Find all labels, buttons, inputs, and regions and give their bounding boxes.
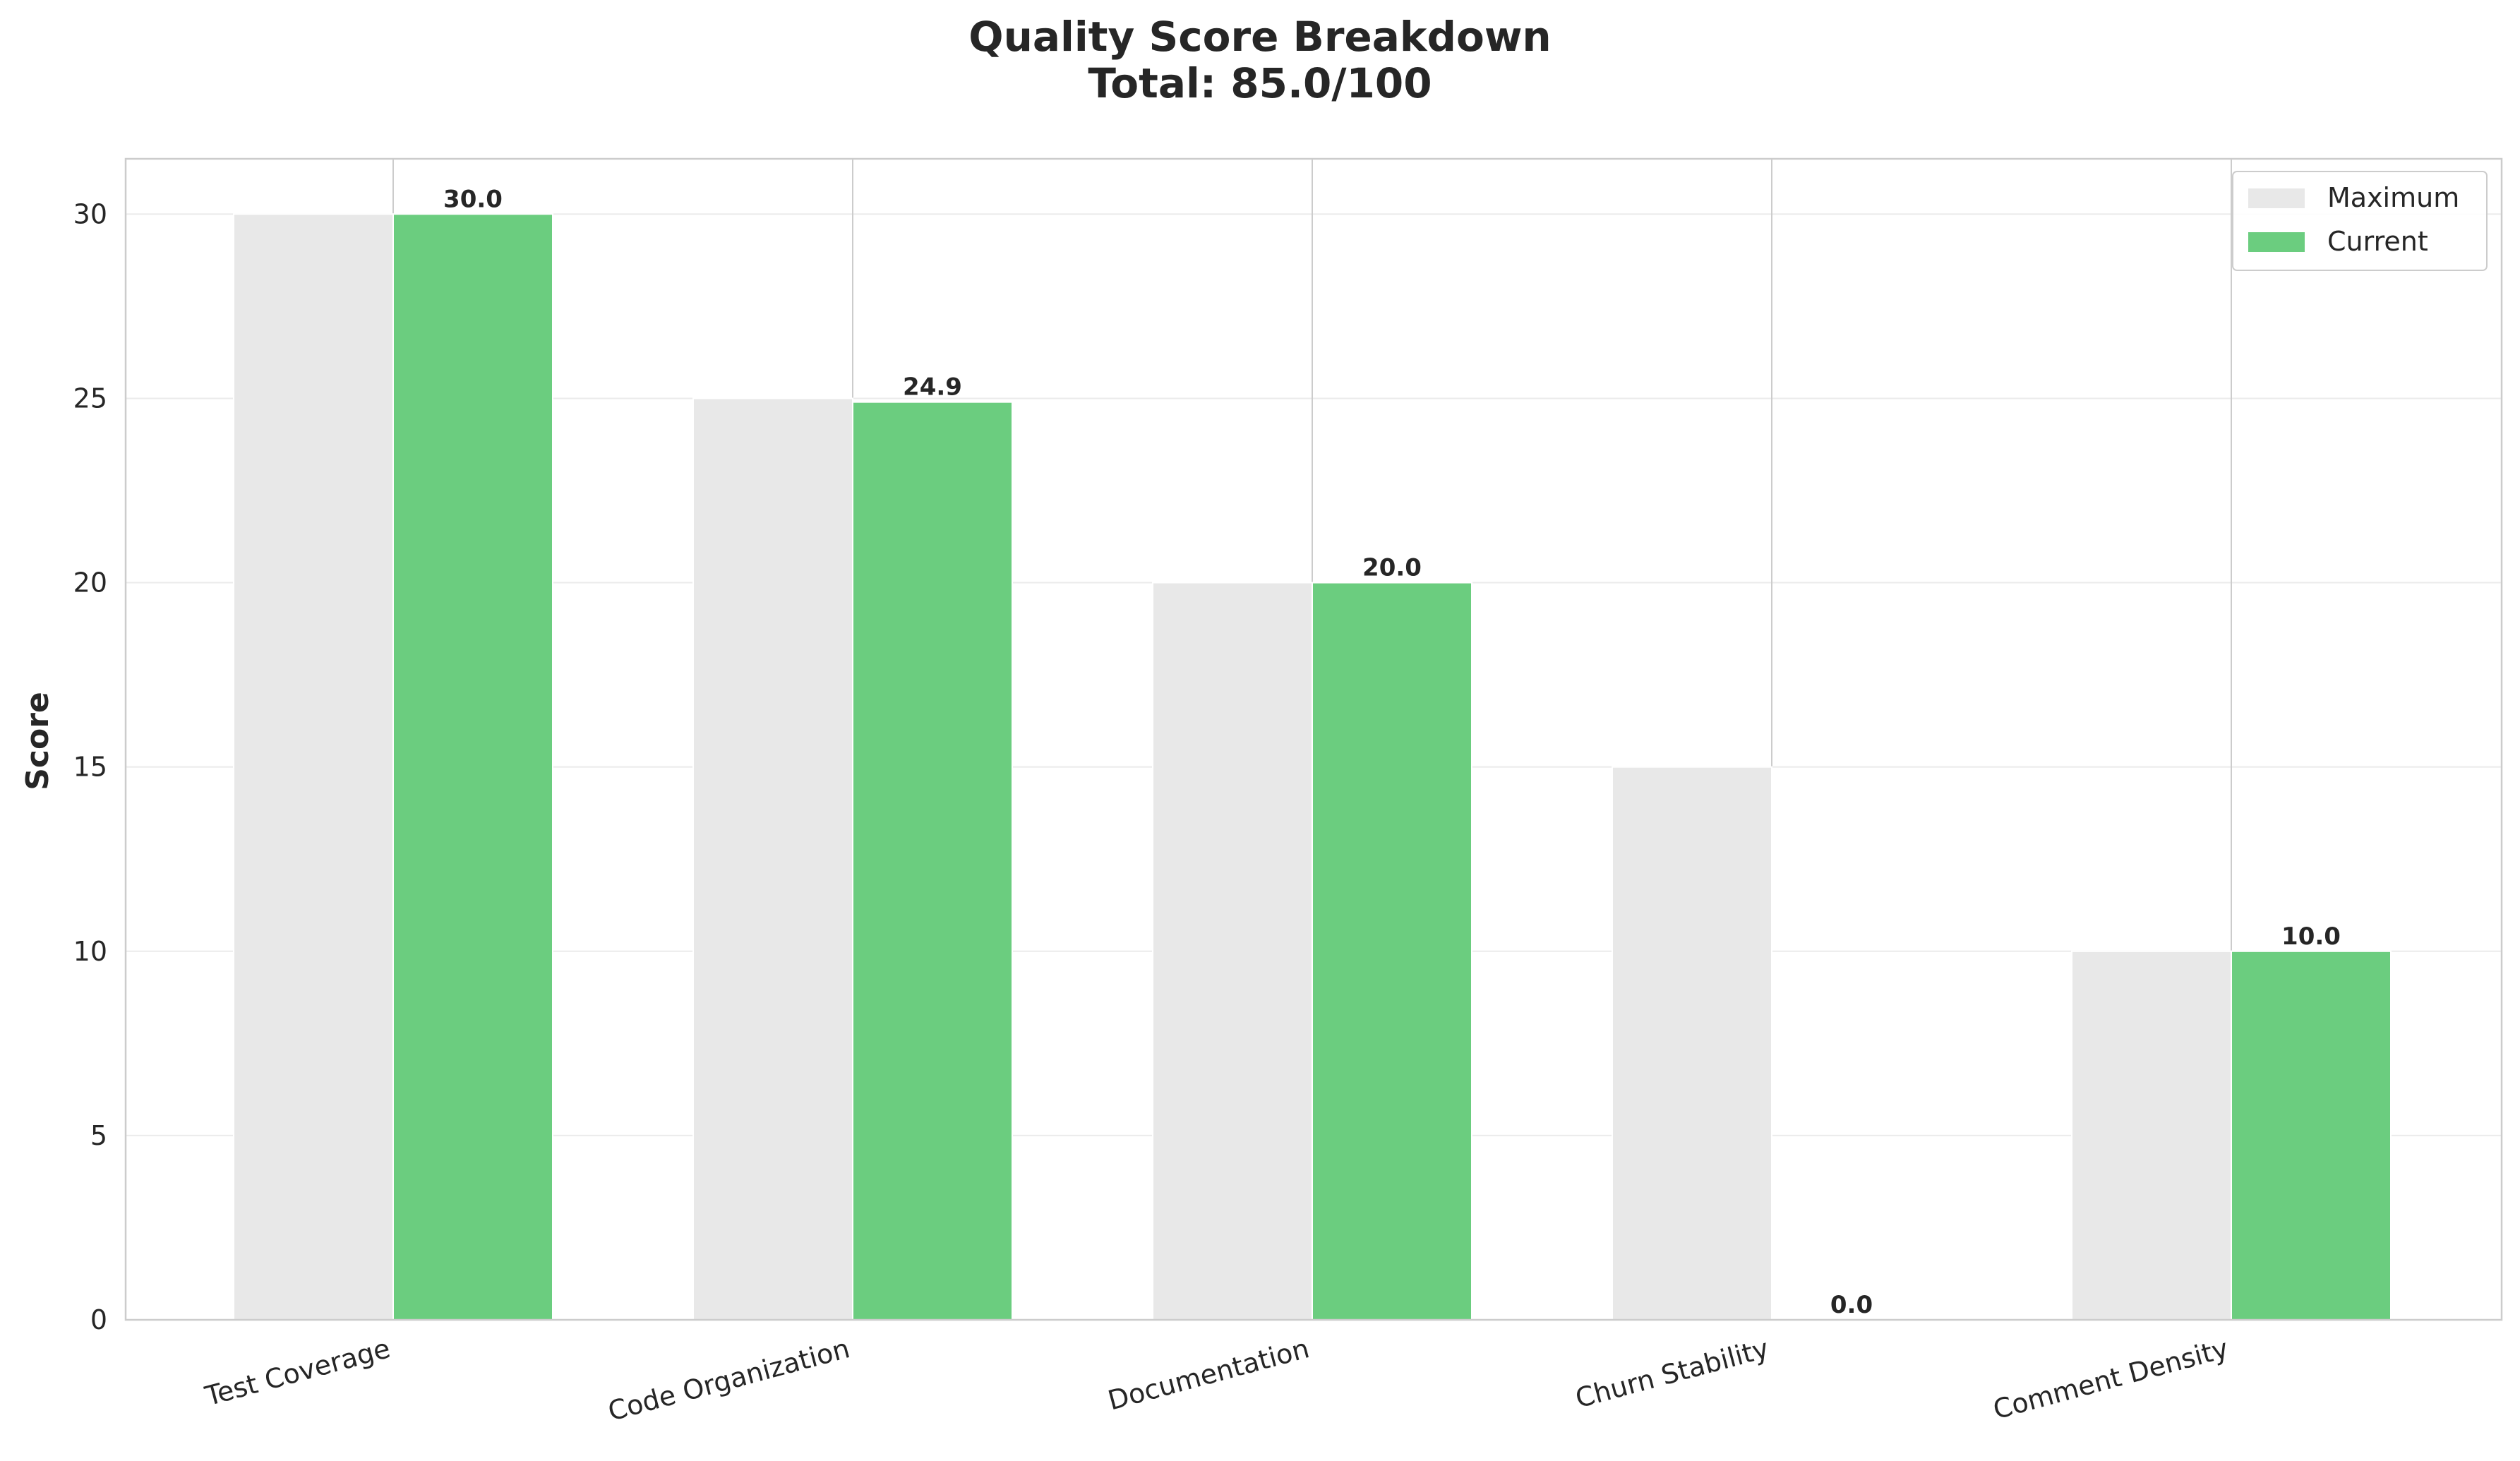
bar-current-1 bbox=[392, 213, 553, 1321]
bars bbox=[233, 213, 2392, 1321]
x-tick-label: Churn Stability bbox=[1572, 1333, 1772, 1414]
y-tick-label: 10 bbox=[73, 936, 107, 967]
y-tick-label: 5 bbox=[90, 1120, 107, 1151]
chart-subtitle: Total: 85.0/100 bbox=[1088, 59, 1432, 107]
bar-maximum-3 bbox=[1152, 582, 1313, 1321]
bar-maximum-2 bbox=[692, 397, 853, 1321]
bar-maximum-5 bbox=[2071, 950, 2232, 1321]
bar-current-3 bbox=[1312, 582, 1472, 1321]
y-axis-title: Score bbox=[20, 692, 56, 790]
legend: Maximum Current bbox=[2232, 171, 2488, 271]
bar-maximum-1 bbox=[233, 213, 394, 1321]
data-label: 20.0 bbox=[1362, 554, 1422, 582]
x-tick-label: Comment Density bbox=[1990, 1333, 2231, 1425]
data-labels: 30.0 24.9 20.0 0.0 10.0 bbox=[443, 185, 2341, 1319]
y-tick-label: 0 bbox=[90, 1304, 107, 1335]
x-tick-label: Code Organization bbox=[605, 1333, 853, 1427]
y-tick-label: 25 bbox=[73, 383, 107, 414]
legend-swatch-2 bbox=[2248, 232, 2305, 252]
legend-label-2: Current bbox=[2327, 226, 2428, 257]
data-label: 0.0 bbox=[1830, 1291, 1873, 1319]
y-tick-label: 15 bbox=[73, 752, 107, 783]
data-label: 30.0 bbox=[443, 185, 503, 213]
plot-frame bbox=[124, 157, 2503, 1321]
bar-current-5 bbox=[2231, 950, 2392, 1321]
x-tick-label: Documentation bbox=[1105, 1333, 1312, 1416]
bar-maximum-4 bbox=[1612, 766, 1772, 1321]
bar-current-2 bbox=[852, 401, 1013, 1321]
y-tick-label: 30 bbox=[73, 198, 107, 229]
chart-title: Quality Score Breakdown bbox=[968, 13, 1551, 61]
y-tick-label: 20 bbox=[73, 567, 107, 599]
legend-label-1: Maximum bbox=[2327, 182, 2459, 213]
x-tick-label: Test Coverage bbox=[201, 1333, 393, 1412]
legend-swatch-1 bbox=[2248, 188, 2305, 208]
data-label: 24.9 bbox=[903, 373, 962, 402]
data-label: 10.0 bbox=[2281, 922, 2341, 951]
